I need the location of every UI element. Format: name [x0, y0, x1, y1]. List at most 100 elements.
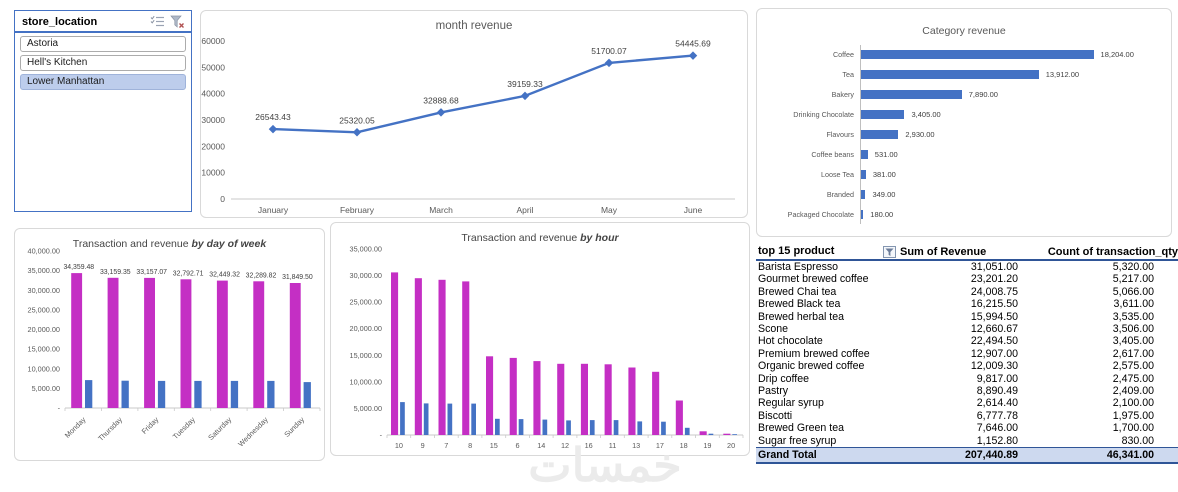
revenue-bar — [557, 363, 565, 435]
qty-value: 5,217.00 — [1112, 273, 1154, 286]
value-label: 13,912.00 — [1045, 70, 1080, 80]
x-axis-label: January — [258, 205, 289, 215]
revenue-value: 6,777.78 — [976, 409, 1018, 422]
filter-icon[interactable] — [883, 246, 896, 258]
data-label: 32,449.32 — [209, 272, 240, 279]
revenue-bar — [861, 189, 866, 199]
multi-select-icon[interactable] — [149, 14, 166, 29]
product-name: Brewed Black tea — [758, 298, 841, 311]
category-row: Drinking Chocolate 3,405.00 — [765, 104, 1163, 125]
revenue-value: 24,008.75 — [970, 285, 1018, 298]
transaction-count-bar — [613, 420, 619, 435]
category-label: Drinking Chocolate — [793, 110, 854, 120]
slicer-title: store_location — [22, 15, 98, 28]
revenue-bar — [438, 279, 446, 435]
chart-title: Category revenue — [922, 25, 1006, 37]
revenue-bar — [71, 273, 83, 408]
category-row: Flavours 2,930.00 — [765, 124, 1163, 145]
category-label: Coffee — [832, 50, 854, 60]
header-top-15-product: top 15 product — [756, 244, 898, 261]
qty-value: 5,066.00 — [1112, 285, 1154, 298]
category-label: Loose Tea — [820, 169, 854, 179]
grand-total-qty: 46,341.00 — [1022, 447, 1178, 465]
clear-filter-icon[interactable] — [169, 14, 186, 29]
qty-value: 2,475.00 — [1112, 372, 1154, 385]
slicer-item-astoria[interactable]: Astoria — [20, 36, 186, 52]
chart-title: month revenue — [435, 20, 513, 32]
qty-value: 830.00 — [1121, 434, 1154, 447]
transaction-count-bar — [589, 420, 595, 435]
category-row: Tea 13,912.00 — [765, 64, 1163, 85]
bar-track: 531.00 — [860, 144, 1163, 165]
revenue-line — [272, 54, 694, 134]
qty-value: 3,611.00 — [1113, 298, 1154, 311]
category-label: Bakery — [831, 90, 854, 100]
transaction-count-bar — [121, 380, 129, 408]
bar-track: 2,930.00 — [860, 124, 1163, 145]
chart-title: Transaction and revenue by hour — [461, 232, 619, 244]
grouped-bar-plot: 40,000.00 35,000.00 30,000.00 25,000.00 20,0… — [28, 247, 321, 449]
transaction-count-bar — [637, 421, 643, 435]
data-point-marker — [688, 51, 698, 60]
x-axis-label: Wednesday — [236, 415, 270, 449]
chart-by-day-of-week: Transaction and revenue by day of week 4… — [14, 228, 325, 461]
transaction-count-bar — [267, 380, 275, 408]
table-row: Brewed Green tea 7,646.00 1,700.00 — [756, 422, 1178, 434]
y-axis-label: 25,000.00 — [350, 298, 382, 307]
category-label: Coffee beans — [811, 149, 854, 159]
revenue-value: 2,614.40 — [976, 397, 1018, 410]
table-row: Sugar free syrup 1,152.80 830.00 — [756, 435, 1178, 448]
y-axis-label: 35,000.00 — [350, 245, 382, 254]
category-row: Coffee beans 531.00 — [765, 144, 1163, 165]
data-label: 32,289.82 — [246, 272, 277, 279]
revenue-bar — [675, 400, 683, 435]
transaction-count-bar — [495, 418, 500, 435]
revenue-value: 12,009.30 — [970, 360, 1018, 373]
product-name: Brewed herbal tea — [758, 310, 844, 323]
slicer-item-lower-manhattan[interactable]: Lower Manhattan — [20, 74, 186, 90]
table-row: Premium brewed coffee 12,907.00 2,617.00 — [756, 348, 1178, 360]
revenue-value: 22,494.50 — [970, 335, 1018, 348]
header-count-of-transaction-qty: Count of transaction_qty — [1022, 244, 1178, 261]
value-label: 18,204.00 — [1100, 50, 1134, 60]
revenue-bar — [861, 70, 1039, 80]
revenue-bar — [628, 367, 636, 435]
slicer-item-hells-kitchen[interactable]: Hell's Kitchen — [20, 55, 186, 71]
product-name: Biscotti — [758, 409, 793, 422]
revenue-bar — [580, 363, 588, 435]
store-location-slicer: store_location Astoria Hell's Kitchen Lo… — [14, 10, 192, 212]
x-axis-label: April — [516, 205, 533, 215]
revenue-bar — [604, 364, 612, 435]
data-label: 39159.33 — [507, 79, 543, 89]
x-axis-label: February — [340, 205, 375, 215]
transaction-count-bar — [566, 420, 571, 435]
transaction-count-bar — [447, 403, 453, 435]
revenue-bar — [861, 50, 1094, 60]
table-row: Brewed Black tea 16,215.50 3,611.00 — [756, 298, 1178, 310]
revenue-value: 31,051.00 — [970, 261, 1018, 273]
revenue-bar — [289, 283, 301, 408]
y-axis-label: 25,000.00 — [28, 305, 60, 314]
chart-category-revenue: Category revenue Coffee 18,204.00 Tea 13,91… — [756, 8, 1172, 237]
product-name: Organic brewed coffee — [758, 360, 865, 373]
revenue-bar — [861, 110, 905, 120]
x-axis-label: 9 — [421, 441, 425, 450]
y-axis-label: 30000 — [201, 115, 225, 125]
revenue-value: 12,907.00 — [970, 347, 1018, 360]
revenue-value: 1,152.80 — [976, 434, 1018, 447]
chart-month-revenue: month revenue 60000 50000 40000 30000 20000 1… — [200, 10, 748, 218]
transaction-count-bar — [303, 382, 311, 408]
transaction-count-bar — [732, 434, 737, 435]
line-chart-plot: 60000 50000 40000 30000 20000 10000 0 26543.43 J… — [201, 36, 735, 215]
y-axis-label: 35,000.00 — [28, 266, 60, 275]
revenue-bar — [723, 433, 731, 435]
category-label: Flavours — [826, 130, 854, 139]
y-axis-label: 10000 — [201, 168, 225, 178]
qty-value: 3,405.00 — [1112, 335, 1154, 348]
data-label: 31,849.50 — [282, 274, 313, 281]
y-axis-label: 60000 — [201, 36, 225, 46]
bar-track: 7,890.00 — [860, 84, 1163, 105]
table-row: Hot chocolate 22,494.50 3,405.00 — [756, 335, 1178, 347]
x-axis-label: 16 — [585, 441, 593, 450]
value-label: 180.00 — [870, 209, 894, 219]
